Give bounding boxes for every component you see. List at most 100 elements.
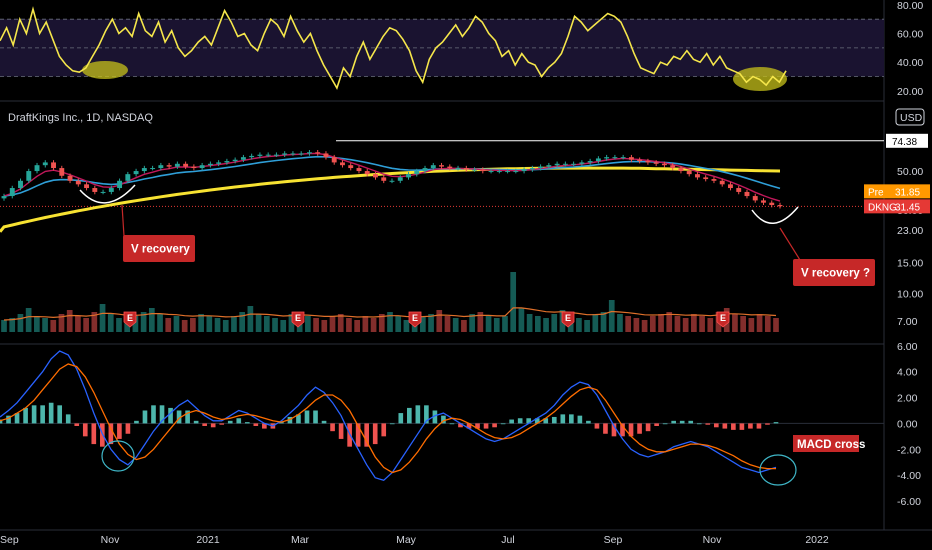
candle-body [9, 188, 15, 197]
price-tick-label: 23.00 [897, 225, 923, 237]
macd-histogram-bar [355, 423, 361, 447]
macd-cross-circle-left [101, 440, 135, 472]
candle-body [463, 168, 469, 170]
volume-bar [272, 318, 278, 332]
volume-bar [34, 316, 40, 332]
volume-bar [387, 312, 393, 332]
candle-body [141, 168, 147, 172]
candle-body [653, 162, 659, 164]
volume-bar [493, 318, 500, 332]
macd-histogram-bar [611, 423, 617, 437]
volume-bar [600, 312, 607, 332]
candle-body [150, 168, 156, 170]
earnings-marker-shape [408, 311, 422, 328]
candle-body [604, 157, 610, 159]
volume-bar [288, 314, 295, 332]
candle-body [562, 163, 568, 165]
volume-bar [682, 318, 689, 332]
rsi-tick-label: 60.00 [897, 29, 923, 41]
volume-bar [263, 316, 270, 332]
earnings-marker-label: E [565, 313, 571, 323]
candle-body [290, 153, 296, 155]
earnings-marker-label: E [295, 313, 301, 323]
macd-callout-label: MACD cross [797, 439, 865, 451]
candle-body [397, 177, 403, 181]
volume-bar [452, 318, 459, 332]
macd-histogram-bar [441, 415, 446, 424]
ema-mid-line [3, 155, 781, 197]
candle-body [480, 169, 486, 172]
currency-badge[interactable]: USD [895, 108, 925, 126]
macd-pane[interactable]: MACD cross [0, 350, 884, 486]
volume-bar [239, 312, 246, 332]
rsi-tick-label: 80.00 [897, 0, 923, 12]
rsi-highlight-left [82, 61, 128, 79]
candle-body [298, 153, 304, 155]
volume-bar [395, 316, 402, 332]
macd-histogram-bar [202, 423, 207, 426]
premarket-value: 31.85 [895, 187, 920, 198]
candle-body [265, 154, 271, 156]
macd-histogram-bar [108, 423, 114, 445]
macd-histogram-bar [645, 423, 651, 432]
macd-histogram-bar [637, 423, 642, 434]
v-recovery-callout-right[interactable]: V recovery ? [793, 259, 875, 286]
macd-histogram-bar [731, 423, 736, 430]
volume-bar [502, 316, 508, 332]
candle-body [34, 165, 40, 172]
earnings-marker-shape [123, 311, 137, 328]
macd-histogram-bar [40, 405, 45, 424]
rsi-pane[interactable] [0, 6, 884, 91]
macd-tick-label: 0.00 [897, 418, 918, 430]
volume-bar [510, 272, 517, 332]
macd-histogram-bar [23, 407, 28, 424]
volume-bar [198, 314, 204, 332]
v-recovery-pointer-right [779, 227, 801, 261]
volume-bar [674, 316, 681, 332]
macd-histogram-bar [756, 423, 762, 429]
macd-cross-circle-right [759, 454, 797, 486]
candle-body [554, 163, 560, 166]
macd-histogram-bar [534, 418, 540, 424]
last-price-value: 31.45 [895, 202, 920, 213]
macd-histogram-bar [679, 420, 685, 424]
time-tick-label: Nov [101, 534, 120, 546]
macd-histogram-bar [500, 423, 506, 425]
volume-bar [66, 310, 73, 332]
candle-body [761, 200, 766, 203]
macd-histogram-bar [543, 418, 549, 424]
candle-body [224, 161, 230, 163]
candle-body [595, 158, 601, 162]
price-pane[interactable]: DraftKings Inc., 1D, NASDAQ V recovery V… [0, 112, 884, 286]
candle-body [273, 154, 279, 156]
volume-bar [518, 308, 525, 332]
volume-bar [181, 320, 188, 332]
macd-histogram-bar [117, 423, 122, 439]
pane-separators [0, 0, 932, 531]
v-recovery-callout-left[interactable]: V recovery [123, 235, 195, 262]
candle-body [240, 157, 246, 160]
time-axis[interactable]: Sep Nov 2021 Mar May Jul Sep Nov 2022 [0, 534, 829, 546]
candle-body [661, 163, 667, 166]
rsi-axis-ticks: 80.00 60.00 40.00 20.00 [897, 0, 923, 98]
volume-bar [658, 314, 664, 332]
volume-bar [444, 316, 451, 332]
candle-body [108, 188, 114, 192]
macd-histogram-bar [748, 423, 753, 429]
candle-body [439, 165, 444, 167]
earnings-marker-label: E [412, 313, 418, 323]
volume-bar [732, 314, 738, 332]
volume-bar [617, 314, 623, 332]
macd-histogram-bar [313, 410, 318, 424]
candle-body [670, 165, 676, 169]
macd-histogram-bar [551, 416, 557, 424]
macd-cross-callout[interactable]: MACD cross [793, 435, 865, 452]
candle-body [257, 154, 263, 156]
macd-histogram-bar [176, 410, 182, 424]
v-recovery-curve-right [751, 206, 799, 224]
macd-histogram-bar [526, 418, 532, 424]
earnings-marker-label: E [127, 313, 133, 323]
